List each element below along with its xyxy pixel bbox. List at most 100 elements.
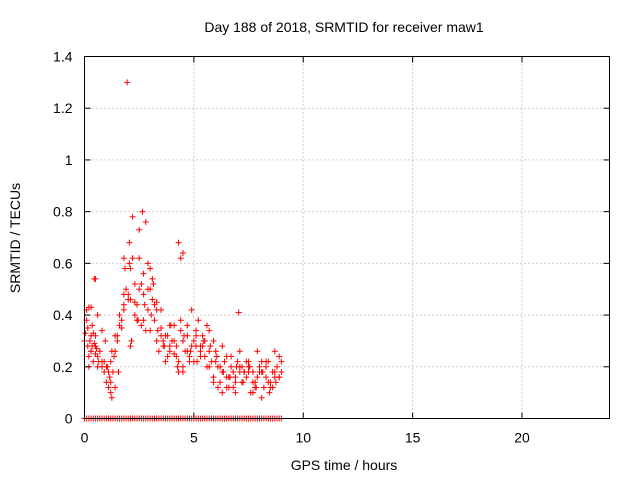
data-point <box>223 353 230 360</box>
data-point <box>195 317 202 324</box>
x-tick-label: 0 <box>81 430 89 446</box>
data-point <box>173 353 180 360</box>
data-point <box>235 309 242 316</box>
data-point <box>108 394 115 401</box>
data-point <box>272 379 279 386</box>
data-point <box>142 218 149 225</box>
data-point <box>276 374 283 381</box>
y-tick-label: 0 <box>65 411 73 427</box>
data-point <box>112 332 119 339</box>
data-point <box>161 343 168 350</box>
data-point <box>96 348 103 355</box>
data-point <box>140 291 147 298</box>
data-point <box>94 312 101 319</box>
data-point <box>263 363 270 370</box>
data-point <box>236 368 243 375</box>
data-point <box>150 281 157 288</box>
data-point <box>167 322 174 329</box>
data-point <box>266 389 273 396</box>
data-point <box>200 337 207 344</box>
axis-ticks <box>84 56 610 419</box>
plot-frame <box>84 56 610 419</box>
data-point <box>162 358 169 365</box>
x-tick-label: 10 <box>295 430 311 446</box>
data-point <box>136 286 143 293</box>
data-point <box>92 275 99 282</box>
y-tick-label: 0.4 <box>53 307 73 323</box>
data-point <box>199 332 206 339</box>
data-point <box>265 379 272 386</box>
y-tick-label: 1 <box>65 152 73 168</box>
x-tick-label: 15 <box>405 430 421 446</box>
data-point <box>220 368 227 375</box>
data-point <box>181 332 188 339</box>
data-point <box>184 322 191 329</box>
data-point <box>126 239 133 246</box>
data-point <box>116 312 123 319</box>
x-axis-title: GPS time / hours <box>291 457 398 473</box>
data-point <box>94 353 101 360</box>
data-point <box>258 394 265 401</box>
y-tick-labels: 0 0.2 0.4 0.6 0.8 1 1.2 1.4 <box>53 49 73 427</box>
data-point <box>204 322 210 329</box>
data-point <box>217 379 224 386</box>
data-point <box>201 353 208 360</box>
data-point <box>151 301 158 308</box>
data-point <box>252 384 259 391</box>
data-point <box>173 343 180 350</box>
data-point <box>188 306 195 313</box>
data-point <box>95 358 102 365</box>
data-point <box>99 327 105 334</box>
data-point <box>138 322 145 329</box>
data-point <box>90 358 97 365</box>
data-point <box>230 384 237 391</box>
x-tick-label: 5 <box>190 430 198 446</box>
data-point <box>210 379 217 386</box>
data-point <box>102 337 109 344</box>
data-point <box>217 363 224 370</box>
data-point <box>85 353 92 360</box>
data-point <box>114 337 121 344</box>
chart-title: Day 188 of 2018, SRMTID for receiver maw… <box>204 19 484 35</box>
data-point <box>107 389 114 396</box>
data-point <box>213 353 220 360</box>
data-point <box>131 312 138 319</box>
data-point <box>158 325 165 331</box>
data-point <box>179 368 186 375</box>
data-point <box>129 255 136 262</box>
data-point <box>175 239 182 246</box>
data-point <box>105 368 112 375</box>
data-point <box>240 379 247 386</box>
data-point <box>149 296 156 303</box>
data-point <box>193 332 200 339</box>
y-tick-label: 1.4 <box>53 49 73 65</box>
data-point <box>108 348 115 355</box>
data-point <box>144 306 151 313</box>
x-tick-label: 20 <box>514 430 530 446</box>
data-point <box>184 348 191 355</box>
data-point <box>131 281 138 288</box>
data-point <box>82 330 89 337</box>
data-point <box>249 379 256 386</box>
data-point <box>197 343 204 350</box>
data-point <box>175 358 182 365</box>
data-point <box>148 312 155 319</box>
data-point <box>207 343 214 350</box>
data-point <box>278 368 285 375</box>
data-point <box>101 358 108 365</box>
data-point <box>106 374 113 381</box>
data-point <box>154 327 161 334</box>
data-point <box>115 368 122 375</box>
grid <box>84 56 610 419</box>
data-points <box>81 79 285 422</box>
data-point <box>249 389 256 396</box>
data-point <box>153 306 160 313</box>
data-point <box>107 358 114 365</box>
data-point <box>258 358 265 365</box>
data-point <box>144 260 151 267</box>
data-point <box>99 363 105 370</box>
data-point <box>232 389 239 396</box>
data-point <box>120 291 127 298</box>
data-point <box>127 343 134 350</box>
